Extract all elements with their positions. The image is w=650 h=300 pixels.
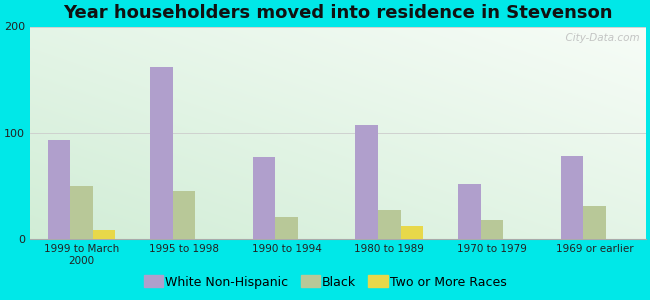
- Bar: [47, 140, 70, 239]
- Title: Year householders moved into residence in Stevenson: Year householders moved into residence i…: [63, 4, 613, 22]
- Bar: [400, 226, 423, 239]
- Bar: [561, 156, 583, 239]
- Bar: [276, 217, 298, 239]
- Bar: [93, 230, 115, 239]
- Bar: [70, 186, 93, 239]
- Text: City-Data.com: City-Data.com: [559, 33, 640, 43]
- Legend: White Non-Hispanic, Black, Two or More Races: White Non-Hispanic, Black, Two or More R…: [138, 271, 512, 294]
- Bar: [150, 67, 173, 239]
- Bar: [356, 125, 378, 239]
- Bar: [583, 206, 606, 239]
- Bar: [480, 220, 503, 239]
- Bar: [378, 210, 400, 239]
- Bar: [253, 158, 276, 239]
- Bar: [458, 184, 480, 239]
- Bar: [173, 191, 196, 239]
